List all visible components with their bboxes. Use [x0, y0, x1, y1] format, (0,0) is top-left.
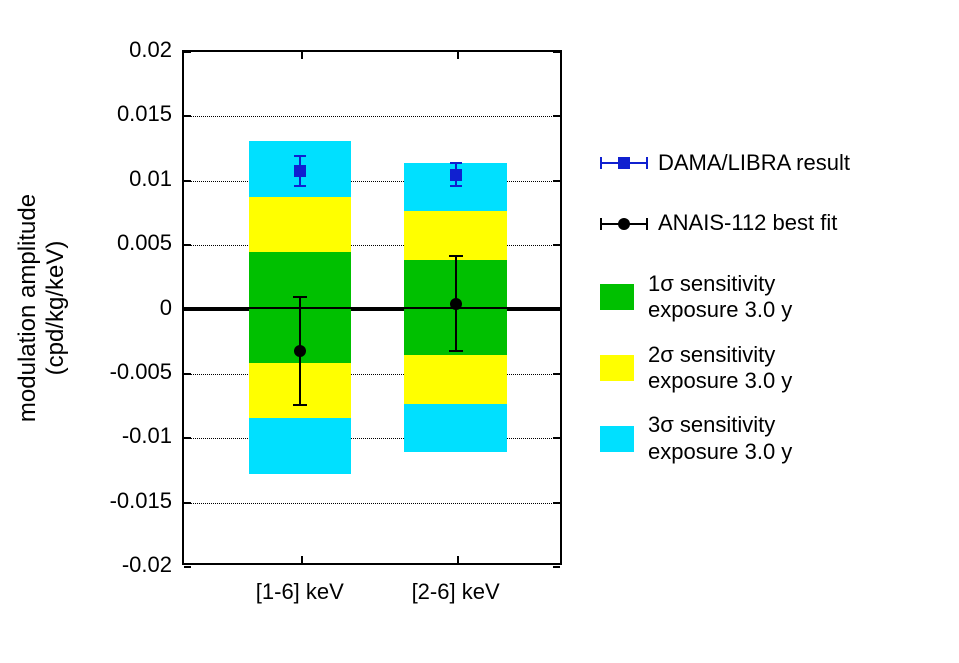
- legend-item: 2σ sensitivityexposure 3.0 y: [600, 342, 850, 395]
- xtick-label: [2-6] keV: [412, 579, 500, 605]
- ytick-mark: [184, 309, 191, 311]
- ytick-mark: [553, 244, 560, 246]
- xtick-label: [1-6] keV: [256, 579, 344, 605]
- ytick-label: 0.015: [102, 101, 172, 127]
- dama-errorcap: [450, 162, 462, 164]
- legend: DAMA/LIBRA result ANAIS-112 best fit 1σ se…: [600, 150, 850, 483]
- ytick-label: 0: [102, 295, 172, 321]
- legend-swatch: [600, 284, 634, 310]
- chart-canvas: modulation amplitude (cpd/kg/keV) DAMA/L…: [0, 0, 959, 663]
- legend-label: 3σ sensitivityexposure 3.0 y: [648, 412, 792, 465]
- grid-line: [184, 503, 560, 504]
- anais-marker: [294, 345, 306, 357]
- legend-item: 3σ sensitivityexposure 3.0 y: [600, 412, 850, 465]
- anais-errorcap: [293, 404, 307, 406]
- ytick-mark: [184, 502, 191, 504]
- legend-marker: [600, 214, 648, 234]
- ytick-label: -0.02: [102, 552, 172, 578]
- legend-label: 2σ sensitivityexposure 3.0 y: [648, 342, 792, 395]
- ytick-mark: [553, 309, 560, 311]
- legend-swatch: [600, 355, 634, 381]
- xtick-mark: [457, 52, 459, 59]
- ytick-mark: [184, 373, 191, 375]
- legend-label: 1σ sensitivityexposure 3.0 y: [648, 271, 792, 324]
- dama-marker: [450, 169, 462, 181]
- ytick-mark: [184, 566, 191, 568]
- dama-errorcap: [294, 185, 306, 187]
- xtick-mark: [301, 556, 303, 563]
- anais-errorcap: [449, 255, 463, 257]
- legend-marker: [600, 153, 648, 173]
- legend-item: ANAIS-112 best fit: [600, 210, 850, 236]
- ytick-mark: [553, 180, 560, 182]
- ytick-mark: [553, 115, 560, 117]
- legend-label: DAMA/LIBRA result: [658, 150, 850, 176]
- dama-marker: [294, 165, 306, 177]
- dama-errorcap: [294, 155, 306, 157]
- legend-swatch: [600, 426, 634, 452]
- zero-line-overlay: [182, 307, 562, 309]
- legend-item: 1σ sensitivityexposure 3.0 y: [600, 271, 850, 324]
- ytick-mark: [184, 244, 191, 246]
- ytick-mark: [184, 115, 191, 117]
- anais-errorcap: [293, 296, 307, 298]
- anais-errorcap: [449, 350, 463, 352]
- ytick-mark: [184, 51, 191, 53]
- ytick-mark: [553, 373, 560, 375]
- ytick-label: -0.01: [102, 423, 172, 449]
- xtick-mark: [301, 52, 303, 59]
- ytick-mark: [553, 566, 560, 568]
- ytick-mark: [184, 180, 191, 182]
- ytick-mark: [184, 437, 191, 439]
- ytick-mark: [553, 502, 560, 504]
- ylabel-line1: modulation amplitude: [14, 193, 41, 421]
- dama-errorcap: [450, 185, 462, 187]
- legend-item: DAMA/LIBRA result: [600, 150, 850, 176]
- ytick-mark: [553, 437, 560, 439]
- ylabel-line2: (cpd/kg/keV): [42, 240, 69, 375]
- ytick-label: 0.005: [102, 230, 172, 256]
- y-axis-label: modulation amplitude (cpd/kg/keV): [14, 193, 70, 421]
- ytick-label: -0.015: [102, 488, 172, 514]
- ytick-label: 0.01: [102, 166, 172, 192]
- legend-label: ANAIS-112 best fit: [658, 210, 837, 236]
- xtick-mark: [457, 556, 459, 563]
- grid-line: [184, 116, 560, 117]
- anais-marker: [450, 298, 462, 310]
- ytick-label: -0.005: [102, 359, 172, 385]
- ytick-label: 0.02: [102, 37, 172, 63]
- ytick-mark: [553, 51, 560, 53]
